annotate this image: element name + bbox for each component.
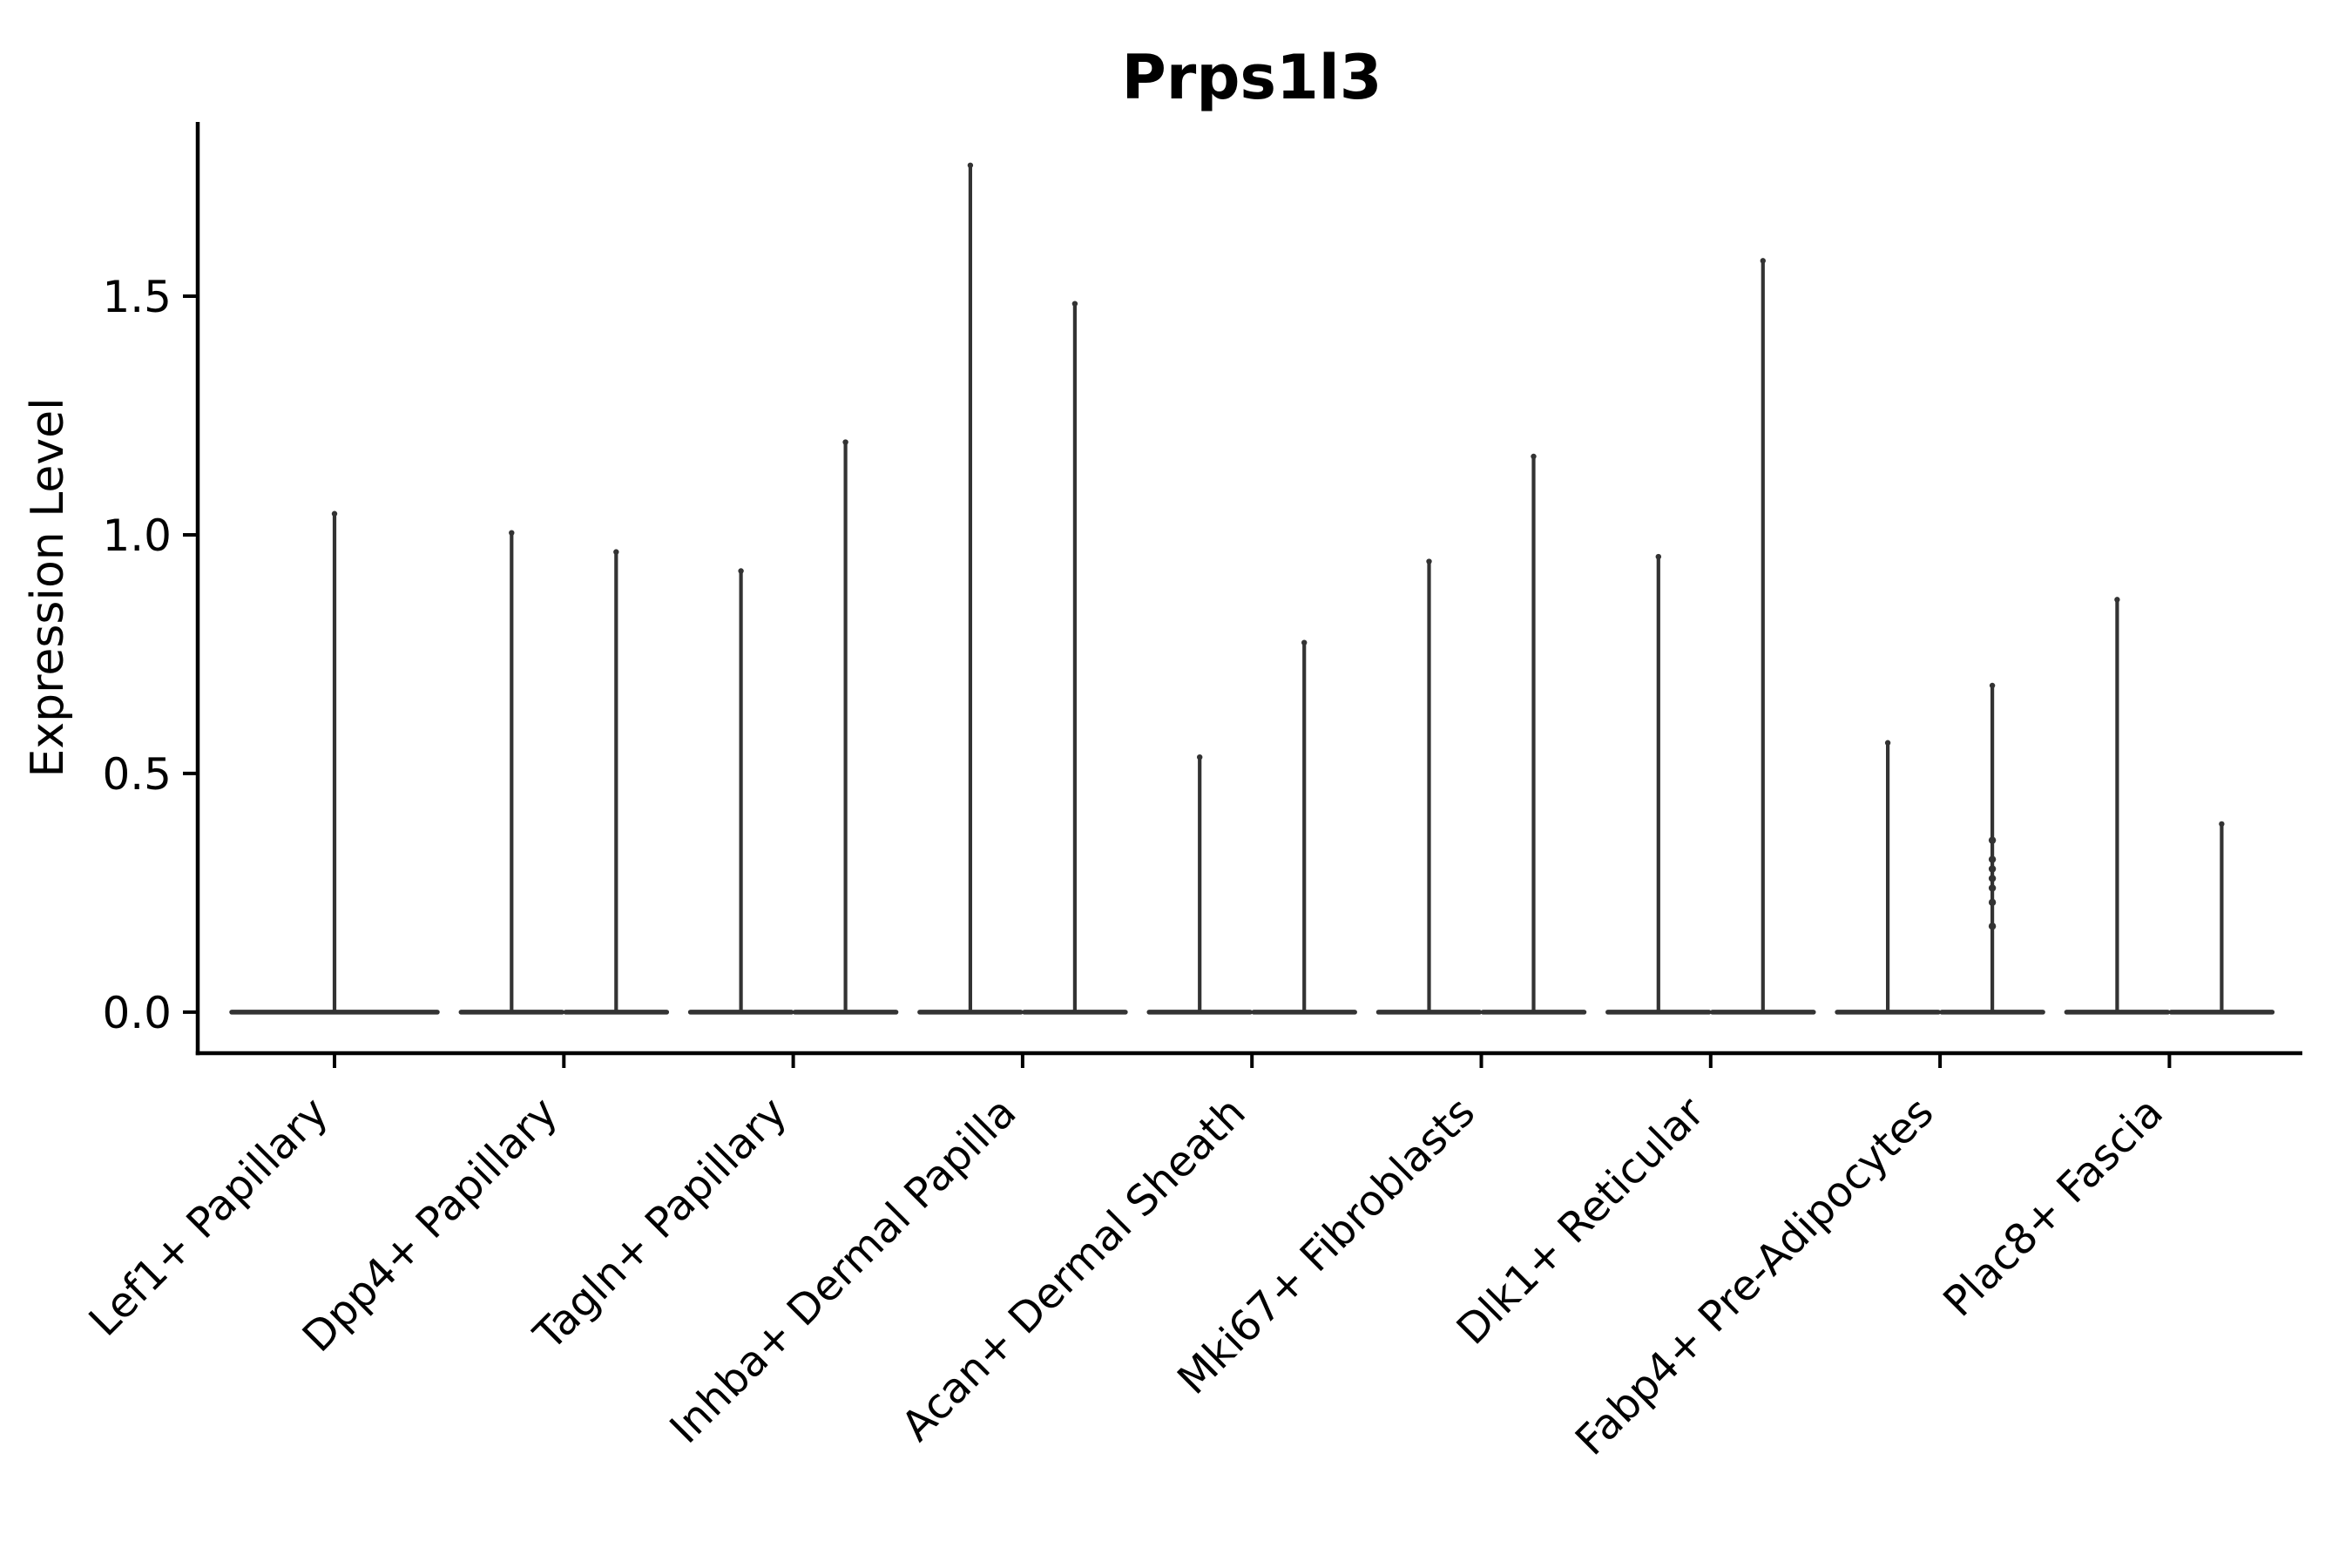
x-tick-label: Dpp4+ Papillary bbox=[294, 1088, 567, 1362]
jitter-point bbox=[1988, 865, 1997, 873]
violin-spike-tip bbox=[2219, 821, 2225, 828]
violin-spike-tip bbox=[1760, 258, 1767, 264]
jitter-point bbox=[1988, 884, 1997, 892]
violin bbox=[1710, 258, 1816, 1015]
violin bbox=[1605, 553, 1712, 1015]
violin-spike-tip bbox=[613, 549, 619, 555]
violin-spike-tip bbox=[331, 510, 338, 517]
violin-spike-tip bbox=[1426, 558, 1432, 564]
violin bbox=[1022, 301, 1128, 1015]
violin bbox=[1480, 453, 1587, 1015]
jitter-point bbox=[1988, 855, 1997, 863]
x-tick-label: Plac8+ Fascia bbox=[1934, 1088, 2173, 1327]
violin-spike-tip bbox=[509, 530, 515, 536]
violin bbox=[1251, 639, 1357, 1015]
chart-title: Prps1l3 bbox=[1121, 42, 1382, 113]
violin bbox=[563, 549, 670, 1015]
violin bbox=[2064, 597, 2171, 1015]
violin bbox=[792, 439, 899, 1015]
violin-spike-tip bbox=[738, 568, 744, 574]
x-tick-label: Tagln+ Papillary bbox=[524, 1088, 796, 1360]
violin bbox=[2168, 821, 2275, 1015]
axis-labels: 0.0 0.5 1.0 1.5 Expression Level Lef1+ Papill… bbox=[22, 272, 2173, 1465]
jitter-point bbox=[1988, 836, 1997, 844]
y-tick-label: 0.5 bbox=[102, 749, 172, 800]
jitter-point bbox=[1988, 923, 1997, 930]
violin-spike-tip bbox=[1989, 682, 1996, 689]
violin-spike-tip bbox=[1301, 639, 1308, 645]
violin-spike-tip bbox=[1197, 754, 1203, 760]
violin-spike-tip bbox=[1884, 740, 1891, 746]
violin-spike-tip bbox=[842, 439, 848, 445]
violin-spike-tip bbox=[2114, 597, 2120, 603]
x-tick-label: Lef1+ Papillary bbox=[80, 1088, 338, 1346]
violin bbox=[229, 510, 440, 1015]
violin bbox=[458, 530, 565, 1015]
violin bbox=[687, 568, 794, 1015]
violin bbox=[1939, 682, 2045, 1015]
y-axis-title: Expression Level bbox=[22, 397, 74, 777]
axes bbox=[183, 122, 2302, 1068]
violin-spike-tip bbox=[1071, 301, 1078, 307]
x-tick-label: Dlk1+ Reticular bbox=[1448, 1088, 1714, 1355]
violin bbox=[1146, 754, 1253, 1015]
y-tick-label: 1.5 bbox=[102, 272, 172, 322]
violin bbox=[1375, 558, 1483, 1015]
jitter-point bbox=[1988, 875, 1997, 882]
jitter-point bbox=[1988, 898, 1997, 907]
y-tick-label: 1.0 bbox=[102, 510, 172, 561]
violin-spike-tip bbox=[967, 162, 974, 168]
violin bbox=[1835, 740, 1941, 1015]
violin bbox=[917, 162, 1024, 1015]
y-tick-label: 0.0 bbox=[102, 988, 172, 1038]
violin-spike-tip bbox=[1531, 453, 1537, 460]
violin-spike-tip bbox=[1655, 553, 1662, 560]
violins bbox=[229, 162, 2275, 1015]
